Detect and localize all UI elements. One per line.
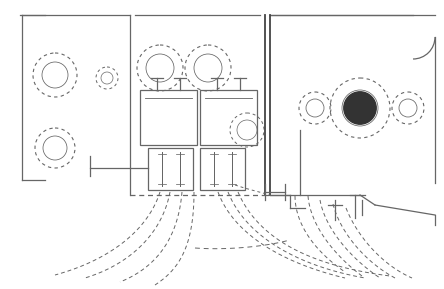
Bar — [200, 90, 257, 145]
Bar — [148, 148, 193, 190]
Bar — [140, 90, 197, 145]
Bar — [200, 148, 245, 190]
Circle shape — [344, 92, 376, 124]
